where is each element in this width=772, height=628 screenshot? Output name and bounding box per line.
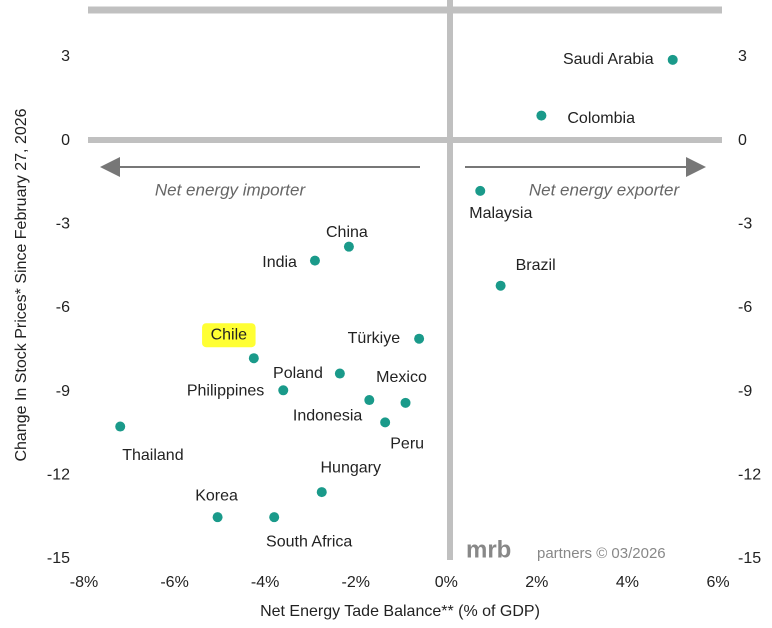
- point-label: Indonesia: [293, 407, 362, 424]
- source-text: partners © 03/2026: [537, 545, 666, 562]
- point-label: Türkiye: [348, 330, 401, 347]
- y-tick-label: -3: [56, 216, 70, 233]
- point-label: India: [262, 254, 297, 271]
- annotation: Net energy importer: [155, 180, 307, 199]
- point-label: Malaysia: [469, 205, 532, 222]
- point: [343, 241, 354, 252]
- y-tick-label-right: -6: [738, 299, 752, 316]
- y-tick-label: -12: [47, 467, 70, 484]
- y-tick-label-right: -9: [738, 383, 752, 400]
- point-label: Poland: [273, 365, 323, 382]
- y-tick-label-right: 3: [738, 48, 747, 65]
- point: [400, 397, 411, 408]
- x-tick-label: -8%: [70, 574, 98, 591]
- x-tick-label: -6%: [160, 574, 188, 591]
- y-tick-label-right: -15: [738, 550, 761, 567]
- point-label: Saudi Arabia: [563, 51, 654, 68]
- point: [212, 512, 223, 523]
- point: [278, 385, 289, 396]
- point-label: Brazil: [516, 257, 556, 274]
- y-tick-label: -15: [47, 550, 70, 567]
- y-tick-label-right: -12: [738, 467, 761, 484]
- point: [334, 368, 345, 379]
- y-tick-label-right: 0: [738, 132, 747, 149]
- y-axis-title: Change In Stock Prices* Since February 2…: [13, 108, 30, 461]
- source-brand: mrb: [466, 536, 511, 563]
- x-axis-title: Net Energy Tade Balance** (% of GDP): [260, 603, 540, 620]
- x-tick-label: -2%: [341, 574, 369, 591]
- point-label: Hungary: [321, 459, 381, 476]
- x-tick-label: 0%: [435, 574, 458, 591]
- point-label: Thailand: [122, 447, 183, 464]
- label-highlight: [202, 323, 256, 348]
- point: [414, 333, 425, 344]
- point: [269, 512, 280, 523]
- y-tick-label-right: -3: [738, 216, 752, 233]
- annotation: Net energy exporter: [529, 180, 681, 199]
- point: [475, 185, 486, 196]
- point: [380, 417, 391, 428]
- point-label: Korea: [195, 487, 238, 504]
- point-label: South Africa: [266, 533, 352, 550]
- y-tick-label: 0: [61, 132, 70, 149]
- point: [248, 353, 259, 364]
- point: [536, 110, 547, 121]
- point: [667, 54, 678, 65]
- point: [316, 487, 327, 498]
- point: [309, 255, 320, 266]
- point-label: Mexico: [376, 369, 427, 386]
- y-tick-label: -9: [56, 383, 70, 400]
- point-label: Chile: [211, 326, 248, 343]
- y-tick-label: -6: [56, 299, 70, 316]
- point-label: China: [326, 224, 368, 241]
- x-tick-label: 4%: [616, 574, 639, 591]
- point: [115, 421, 126, 432]
- y-tick-label: 3: [61, 48, 70, 65]
- point-label: Colombia: [567, 110, 635, 127]
- point-label: Peru: [390, 436, 424, 453]
- point: [364, 395, 375, 406]
- x-tick-label: -4%: [251, 574, 279, 591]
- point-label: Philippines: [187, 383, 264, 400]
- x-tick-label: 2%: [525, 574, 548, 591]
- x-tick-label: 6%: [706, 574, 729, 591]
- point: [495, 280, 506, 291]
